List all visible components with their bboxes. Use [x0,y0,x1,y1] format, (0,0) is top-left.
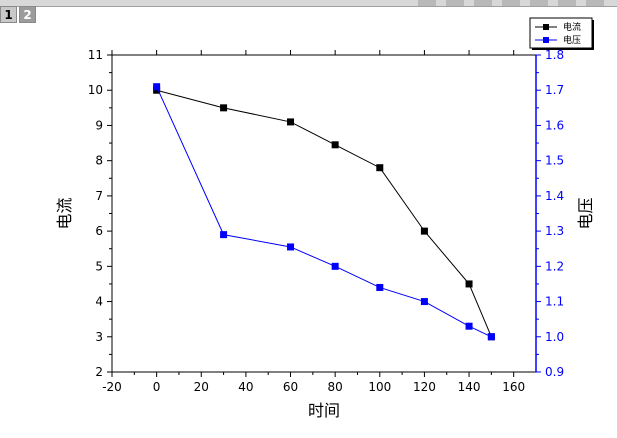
y-right-axis-title: 电压 [576,197,595,229]
y-left-tick-label: 2 [95,365,103,379]
layer-tabs: 1 2 [0,6,38,24]
x-tick-label: 60 [283,380,298,394]
x-tick-label: 120 [413,380,436,394]
window-top-bar [0,0,617,7]
y-right-tick-label: 0.9 [545,365,564,379]
layer-tab-1[interactable]: 1 [0,6,17,23]
top-bar-marker [586,0,604,6]
data-point-2 [487,333,495,341]
x-tick-label: 100 [368,380,391,394]
data-point-2 [420,298,428,306]
top-bar-marker [418,0,436,6]
y-right-tick-label: 1.6 [545,118,564,132]
data-point-1 [465,280,473,288]
data-point-1 [331,141,339,149]
y-right-tick-label: 1.8 [545,48,564,62]
legend-box [529,17,593,49]
top-bar-marker [558,0,576,6]
legend-swatch-marker [543,24,549,30]
data-point-1 [153,86,161,94]
data-point-2 [331,262,339,270]
y-left-tick-label: 3 [95,330,103,344]
data-point-1 [376,164,384,172]
top-bar-marker [474,0,492,6]
y-left-tick-label: 5 [95,259,103,273]
y-right-tick-label: 1.2 [545,259,564,273]
y-left-tick-label: 8 [95,154,103,168]
data-point-1 [420,227,428,235]
series-line-1 [156,89,492,337]
x-tick-label: 0 [153,380,161,394]
y-left-tick-label: 9 [95,118,103,132]
y-left-axis-title: 电流 [55,197,74,229]
top-bar-marker [446,0,464,6]
data-point-1 [287,118,295,126]
x-tick-label: 140 [458,380,481,394]
legend-label: 电压 [563,34,581,46]
y-left-tick-label: 6 [95,224,103,238]
y-left-tick-label: 10 [88,83,103,97]
y-right-tick-label: 1.0 [545,330,564,344]
y-right-tick-label: 1.7 [545,83,564,97]
x-tick-label: 20 [194,380,209,394]
y-left-tick-label: 7 [95,189,103,203]
legend-label: 电流 [563,21,581,33]
data-point-2 [220,231,228,239]
data-point-2 [287,243,295,251]
x-axis-title: 时间 [308,401,340,420]
x-tick-label: -20 [102,380,122,394]
y-right-tick-label: 1.1 [545,295,564,309]
y-right-tick-label: 1.3 [545,224,564,238]
x-tick-label: 80 [328,380,343,394]
x-tick-label: 40 [238,380,253,394]
data-point-2 [376,283,384,291]
y-left-tick-label: 4 [95,295,103,309]
data-point-2 [465,322,473,330]
top-bar-marker [530,0,548,6]
x-tick-label: 160 [502,380,525,394]
layer-tab-2[interactable]: 2 [19,6,36,23]
y-right-tick-label: 1.4 [545,189,564,203]
top-bar-marker [502,0,520,6]
legend-swatch-marker [543,37,549,43]
series-line-2 [156,86,492,338]
data-point-1 [220,104,228,112]
data-point-2 [153,83,161,91]
y-left-tick-label: 11 [88,48,103,62]
y-right-tick-label: 1.5 [545,154,564,168]
